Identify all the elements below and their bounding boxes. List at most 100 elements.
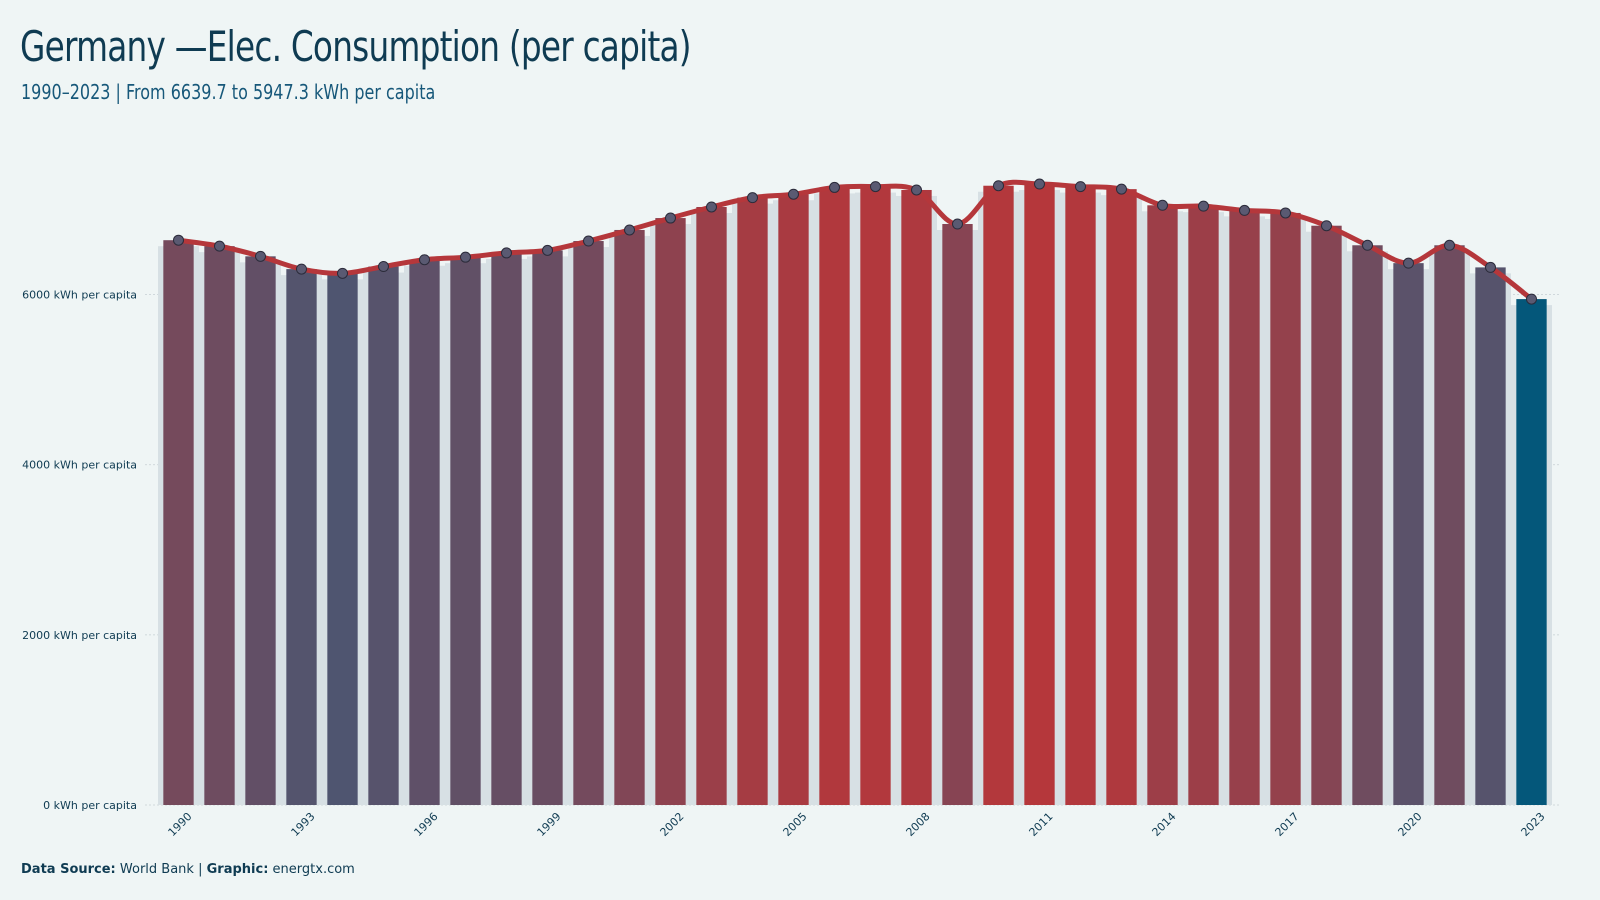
bar xyxy=(614,229,645,805)
y-axis-ticks: 0 kWh per capita 2000 kWh per capita 4000 … xyxy=(22,289,137,812)
bar xyxy=(368,266,399,806)
bar xyxy=(1516,299,1547,805)
bar xyxy=(163,240,194,806)
x-tick-label: 2008 xyxy=(904,810,933,839)
chart-subtitle: 1990–2023 | From 6639.7 to 5947.3 kWh pe… xyxy=(21,80,436,104)
bar xyxy=(573,241,604,806)
bars xyxy=(163,184,1547,806)
bar xyxy=(327,273,358,806)
x-tick-label: 1993 xyxy=(289,810,318,839)
bar xyxy=(1147,205,1178,805)
data-point xyxy=(665,212,676,224)
bar xyxy=(942,224,973,806)
data-point xyxy=(583,235,594,247)
x-tick-label: 2017 xyxy=(1273,810,1302,839)
bar xyxy=(1311,225,1342,806)
bar xyxy=(1024,184,1055,805)
data-point xyxy=(1403,257,1414,269)
footer-separator: | xyxy=(198,862,203,877)
data-point xyxy=(1362,239,1373,251)
bar xyxy=(696,206,727,805)
bar xyxy=(860,186,891,805)
data-point xyxy=(1485,261,1496,273)
source-label: Data Source: xyxy=(21,862,116,877)
x-tick-label: 2005 xyxy=(781,810,810,839)
data-point xyxy=(1198,200,1209,212)
data-point xyxy=(337,267,348,279)
x-axis-ticks: 1990 1993 1996 1999 2002 2005 2008 2011 2014 2017… xyxy=(166,810,1548,839)
data-point xyxy=(378,261,389,273)
bar xyxy=(1393,263,1424,805)
bar xyxy=(655,218,686,805)
x-tick-label: 2011 xyxy=(1027,810,1056,839)
bar xyxy=(737,197,768,806)
graphic-label: Graphic: xyxy=(206,862,269,877)
data-point xyxy=(419,254,430,266)
trend-line xyxy=(176,179,1534,302)
x-tick-label: 1999 xyxy=(535,810,564,839)
x-tick-label: 2014 xyxy=(1150,810,1179,839)
series-line xyxy=(176,179,1534,302)
y-tick-label: 4000 kWh per capita xyxy=(22,459,137,472)
bar-backdrops xyxy=(158,190,1552,806)
bar xyxy=(491,252,522,805)
data-point xyxy=(747,192,758,204)
bar xyxy=(1188,206,1219,806)
bar xyxy=(1434,245,1465,806)
data-point xyxy=(911,184,922,196)
x-tick-label: 2002 xyxy=(658,810,687,839)
x-tick-label: 1996 xyxy=(412,810,441,839)
bar xyxy=(409,259,440,805)
bar xyxy=(245,256,276,805)
data-point xyxy=(1075,181,1086,193)
bar xyxy=(204,246,235,805)
bar xyxy=(778,194,809,805)
data-point xyxy=(706,201,717,213)
bar xyxy=(1229,210,1260,805)
data-point xyxy=(214,240,225,252)
chart-title: Germany —Elec. Consumption (per capita) xyxy=(20,22,692,71)
y-tick-label: 6000 kWh per capita xyxy=(22,289,137,302)
data-point xyxy=(255,250,266,262)
data-point xyxy=(829,181,840,193)
x-tick-label: 2020 xyxy=(1396,810,1425,839)
data-point xyxy=(624,224,635,236)
data-point xyxy=(993,180,1004,192)
y-tick-label: 2000 kWh per capita xyxy=(22,629,137,642)
bar xyxy=(1065,186,1096,805)
data-point xyxy=(1280,207,1291,219)
data-point xyxy=(296,263,307,275)
data-point xyxy=(1034,178,1045,190)
data-point xyxy=(1239,204,1250,216)
bar xyxy=(450,257,481,805)
data-point xyxy=(1526,293,1537,305)
source-value: World Bank xyxy=(119,862,194,877)
bar xyxy=(819,187,850,805)
data-point xyxy=(173,234,184,246)
data-point xyxy=(1157,199,1168,211)
graphic-value: energtx.com xyxy=(272,862,355,877)
x-tick-label: 2023 xyxy=(1519,810,1548,839)
data-point xyxy=(952,218,963,230)
data-point xyxy=(1321,220,1332,232)
data-point xyxy=(460,251,471,263)
bar xyxy=(286,269,317,805)
data-point xyxy=(870,181,881,193)
chart-footer: Data Source: World Bank | Graphic: energ… xyxy=(21,862,355,877)
data-point xyxy=(1116,183,1127,195)
data-point xyxy=(501,247,512,259)
bar xyxy=(901,189,932,805)
bar xyxy=(532,250,563,806)
bar xyxy=(1270,212,1301,805)
data-markers xyxy=(173,178,1537,305)
bar xyxy=(1106,189,1137,805)
y-tick-label: 0 kWh per capita xyxy=(43,799,137,812)
data-point xyxy=(542,244,553,256)
bar xyxy=(1475,267,1506,805)
bar xyxy=(983,185,1014,805)
x-tick-label: 1990 xyxy=(166,810,195,839)
data-point xyxy=(1444,239,1455,251)
data-point xyxy=(788,188,799,200)
bar xyxy=(1352,245,1383,806)
